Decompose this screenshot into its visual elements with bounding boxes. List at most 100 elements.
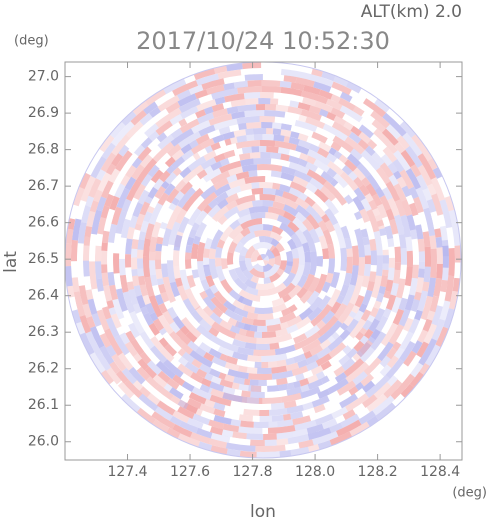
- echo-cell: [276, 438, 289, 446]
- y-tick-label: 26.9: [28, 105, 59, 121]
- echo-cell: [144, 179, 156, 193]
- echo-cell: [441, 267, 449, 281]
- echo-cell: [350, 148, 363, 161]
- echo-cell: [210, 221, 223, 234]
- echo-cell: [143, 312, 154, 326]
- echo-cell: [281, 392, 302, 403]
- echo-cell: [85, 195, 95, 208]
- echo-cell: [261, 353, 288, 363]
- echo-cell: [362, 380, 376, 393]
- echo-cell: [236, 201, 254, 212]
- echo-cell: [230, 136, 238, 145]
- echo-cell: [255, 67, 282, 75]
- echo-cell: [204, 288, 216, 300]
- echo-cell: [392, 341, 402, 351]
- echo-cell: [286, 404, 304, 415]
- echo-cell: [345, 361, 370, 383]
- echo-cell: [342, 202, 360, 231]
- echo-cell: [369, 307, 379, 318]
- echo-cell: [203, 150, 217, 162]
- echo-cell: [400, 383, 415, 398]
- x-unit: (deg): [452, 486, 487, 501]
- echo-cell: [380, 153, 393, 167]
- echo-cell: [327, 288, 341, 308]
- echo-cell: [132, 100, 149, 116]
- echo-cell: [132, 229, 141, 240]
- echo-cell: [224, 138, 232, 146]
- echo-cell: [137, 146, 152, 162]
- echo-cell: [338, 97, 356, 111]
- echo-cell: [333, 150, 343, 160]
- echo-cell: [187, 340, 199, 352]
- echo-cell: [222, 423, 240, 433]
- echo-cell: [295, 144, 310, 155]
- echo-cell: [102, 306, 112, 320]
- echo-cell: [430, 211, 441, 230]
- echo-cell: [86, 210, 96, 228]
- echo-cell: [140, 137, 153, 149]
- echo-cell: [184, 288, 201, 311]
- echo-cell: [169, 113, 184, 126]
- echo-cell: [201, 214, 213, 226]
- echo-cell: [404, 266, 413, 287]
- echo-cell: [286, 386, 302, 396]
- echo-cell: [207, 387, 225, 399]
- echo-cell: [177, 348, 186, 357]
- echo-cell: [379, 297, 390, 311]
- echo-cell: [105, 317, 120, 338]
- echo-cell: [219, 319, 233, 331]
- echo-cell: [330, 271, 340, 289]
- echo-cell: [306, 136, 321, 147]
- echo-cell: [125, 267, 133, 283]
- echo-cell: [391, 393, 405, 407]
- echo-cell: [426, 310, 436, 321]
- echo-cell: [234, 333, 257, 344]
- chart-title: 2017/10/24 10:52:30: [136, 27, 390, 55]
- echo-cell: [276, 377, 288, 386]
- y-tick-label: 26.4: [28, 288, 59, 304]
- echo-cell: [393, 363, 409, 380]
- echo-cell: [420, 295, 434, 321]
- echo-cell: [157, 283, 167, 294]
- echo-cell: [398, 297, 408, 311]
- echo-cell: [177, 363, 194, 378]
- echo-cell: [359, 208, 371, 223]
- echo-cell: [170, 121, 182, 132]
- echo-cell: [219, 378, 234, 389]
- echo-cell: [136, 366, 151, 381]
- echo-cell: [112, 298, 125, 320]
- echo-cell: [381, 310, 397, 335]
- echo-cell: [221, 236, 234, 259]
- echo-cell: [327, 160, 345, 176]
- echo-cell: [348, 89, 367, 104]
- echo-cell: [177, 93, 197, 107]
- echo-cell: [268, 408, 288, 416]
- echo-cell: [245, 128, 254, 136]
- echo-cell: [269, 231, 283, 242]
- echo-cell: [393, 214, 405, 236]
- echo-cell: [149, 236, 158, 253]
- echo-cell: [209, 248, 217, 260]
- echo-cell: [111, 353, 127, 372]
- echo-cell: [154, 90, 175, 107]
- echo-cell: [191, 358, 203, 369]
- echo-cell: [340, 322, 349, 331]
- echo-cell: [342, 334, 354, 347]
- echo-cell: [197, 148, 208, 158]
- echo-cell: [229, 325, 241, 335]
- echo-cell: [170, 395, 186, 408]
- echo-cell: [187, 207, 202, 227]
- echo-cell: [193, 276, 205, 294]
- echo-cell: [440, 279, 448, 293]
- echo-cell: [332, 222, 347, 249]
- echo-cell: [96, 196, 107, 212]
- echo-cell: [295, 316, 312, 330]
- echo-cell: [191, 243, 199, 259]
- echo-cell: [368, 271, 377, 282]
- echo-cell: [258, 259, 266, 266]
- echo-cell: [344, 159, 358, 172]
- x-axis-label: lon: [250, 502, 276, 521]
- echo-cell: [288, 304, 298, 314]
- echo-cell: [410, 299, 420, 313]
- echo-cell: [237, 104, 257, 113]
